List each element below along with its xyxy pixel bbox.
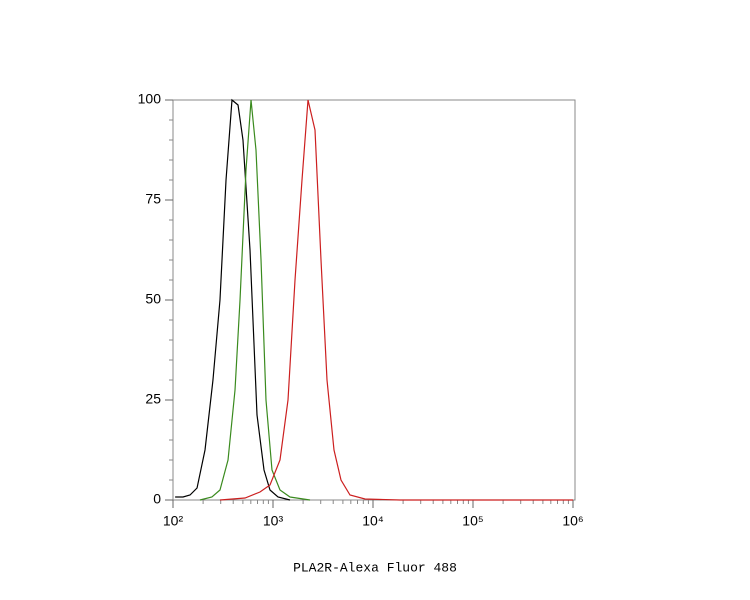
histogram-line bbox=[219, 99, 573, 501]
y-tick-label: 0 bbox=[153, 491, 161, 507]
x-tick-label: 10⁶ bbox=[562, 513, 583, 529]
y-tick-label: 100 bbox=[138, 91, 162, 107]
x-axis-label: PLA2R-Alexa Fluor 488 bbox=[293, 560, 457, 575]
histogram-line bbox=[199, 99, 311, 501]
y-tick-label: 50 bbox=[145, 291, 161, 307]
y-tick-label: 25 bbox=[145, 391, 161, 407]
x-tick-label: 10⁴ bbox=[362, 513, 384, 529]
y-tick-label: 75 bbox=[145, 191, 161, 207]
x-tick-label: 10³ bbox=[263, 513, 284, 529]
x-tick-label: 10⁵ bbox=[462, 513, 483, 529]
plot-frame bbox=[172, 99, 576, 501]
histogram-line bbox=[175, 98, 291, 501]
x-tick-label: 10² bbox=[163, 513, 184, 529]
